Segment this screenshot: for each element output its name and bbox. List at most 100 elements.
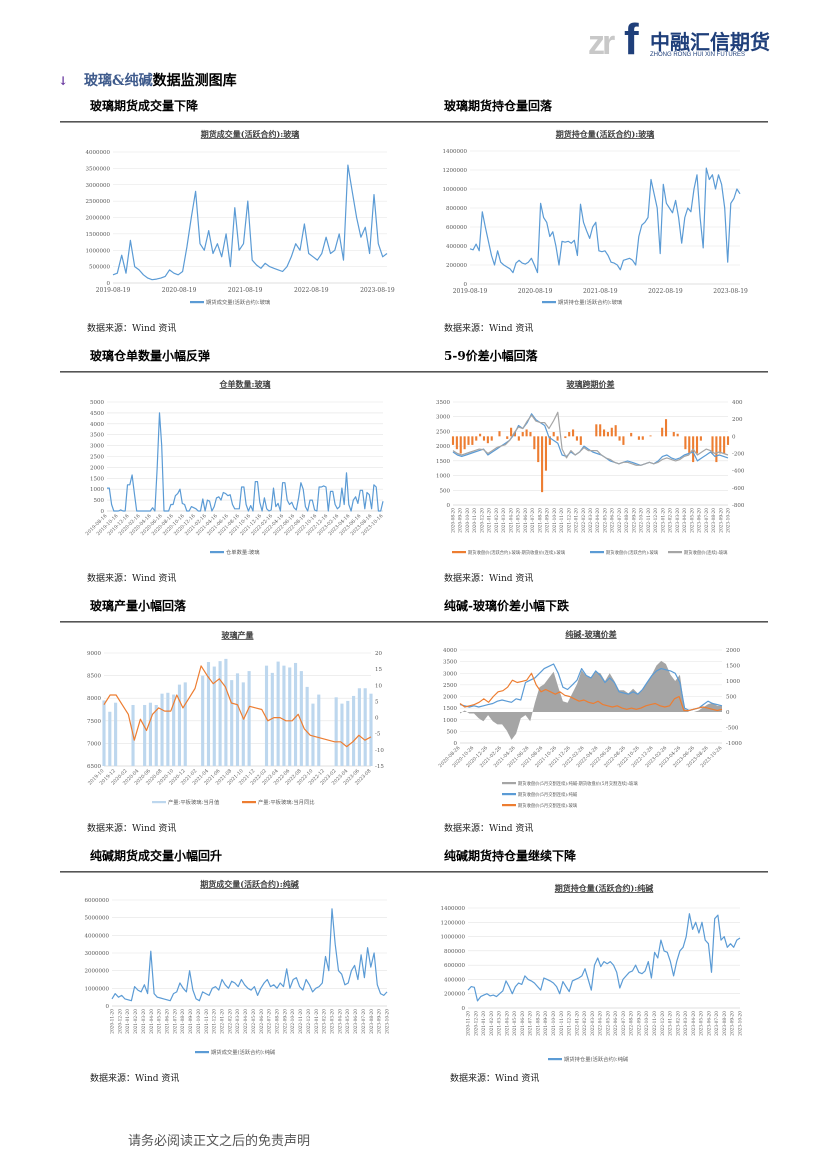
y-tick-label: 4000000 bbox=[85, 933, 110, 939]
arrow-down-bullet-icon: ↓ bbox=[58, 74, 69, 88]
bar bbox=[479, 433, 482, 437]
x-tick-label: 2021-06-20 bbox=[166, 1009, 171, 1034]
x-tick-label: 2022-03-20 bbox=[591, 1011, 596, 1036]
bar bbox=[160, 693, 164, 766]
bar bbox=[154, 704, 158, 766]
y2-tick-label: 500 bbox=[726, 695, 737, 701]
y-tick-label: 800000 bbox=[444, 949, 465, 955]
x-tick-label: 2023-10-20 bbox=[739, 1011, 744, 1036]
bar bbox=[552, 432, 555, 437]
legend-swatch bbox=[668, 551, 682, 554]
line-series bbox=[112, 164, 388, 281]
chart-heading: 5-9价差小幅回落 bbox=[444, 349, 538, 363]
legend-swatch bbox=[502, 782, 516, 785]
x-tick-label: 2021-01-20 bbox=[126, 1009, 131, 1034]
x-tick-label: 2023-09-20 bbox=[731, 1011, 736, 1036]
y-tick-label: 3500000 bbox=[86, 166, 111, 172]
bar bbox=[637, 436, 640, 440]
x-tick-label: 2022-02-20 bbox=[228, 1009, 233, 1034]
y-tick-label: 500 bbox=[447, 729, 458, 735]
bar bbox=[467, 436, 470, 445]
bar bbox=[614, 425, 617, 437]
bar bbox=[672, 432, 675, 437]
legend-label: 期货收盘价(5月交割连续):纯碱 bbox=[518, 791, 578, 798]
bar bbox=[212, 666, 216, 766]
legend-label: 期货持仓量(活跃合约):纯碱 bbox=[564, 1055, 629, 1063]
bar bbox=[618, 436, 621, 441]
x-tick-label: 2021-07-20 bbox=[529, 1011, 534, 1036]
x-tick-label: 2023-04-20 bbox=[683, 508, 688, 533]
x-tick-label: 2021-03-20 bbox=[498, 1011, 503, 1036]
bar bbox=[568, 432, 571, 437]
x-tick-label: 2023-07-20 bbox=[715, 1011, 720, 1036]
legend-label: 期货收盘价(连续):玻璃 bbox=[684, 549, 728, 556]
section-divider bbox=[60, 121, 768, 123]
x-tick-label: 2021-12-20 bbox=[567, 508, 572, 533]
x-tick-label: 2023-10-20 bbox=[386, 1009, 391, 1034]
y-tick-label: 2000000 bbox=[86, 216, 111, 222]
bar bbox=[282, 665, 286, 766]
chart: 仓单数量:玻璃 0 500 1000 1500 2000 2500 3000 3500 4000 4… bbox=[85, 379, 385, 556]
x-tick-label: 2021-02-20 bbox=[134, 1009, 139, 1034]
y2-tick-label: -400 bbox=[732, 469, 745, 475]
x-tick-label: 2021-08-19 bbox=[228, 287, 263, 294]
legend-label: 期货收盘价(活跃合约):玻璃-期货收盘价(连续):玻璃 bbox=[468, 549, 566, 556]
x-tick-label: 2020-10-20 bbox=[466, 508, 471, 533]
chart-title: 期货持仓量(活跃合约):纯碱 bbox=[555, 883, 654, 893]
y2-tick-label: 5 bbox=[375, 699, 379, 705]
bar bbox=[630, 432, 633, 437]
x-tick-label: 2022-02-20 bbox=[582, 508, 587, 533]
y-tick-label: 0 bbox=[464, 282, 468, 288]
bar bbox=[529, 432, 532, 437]
x-tick-label: 2023-02-20 bbox=[323, 1009, 328, 1034]
bar bbox=[276, 661, 280, 766]
x-tick-label: 2022-10-20 bbox=[291, 1009, 296, 1034]
y-tick-label: 2000 bbox=[443, 695, 457, 701]
x-tick-label: 2021-08-20 bbox=[181, 1009, 186, 1034]
chart-heading: 玻璃期货持仓量回落 bbox=[444, 99, 553, 113]
x-tick-label: 2019-08-19 bbox=[96, 287, 131, 294]
bar bbox=[661, 427, 664, 437]
y-tick-label: 3500 bbox=[90, 433, 104, 439]
x-tick-label: 2019-08-19 bbox=[453, 288, 488, 295]
x-tick-label: 2023-08-19 bbox=[713, 288, 748, 295]
bar bbox=[459, 436, 462, 454]
y2-tick-label: -1000 bbox=[726, 741, 742, 747]
x-tick-label: 2022-12-20 bbox=[661, 1011, 666, 1036]
bar bbox=[201, 675, 205, 766]
legend-swatch bbox=[590, 551, 604, 554]
y-tick-label: 4000 bbox=[90, 422, 104, 428]
chart-title: 期货成交量(活跃合约):玻璃 bbox=[201, 129, 300, 139]
x-tick-label: 2022-08-20 bbox=[276, 1009, 281, 1034]
data-source-note: 数据来源：Wind 资讯 bbox=[444, 824, 534, 834]
bar bbox=[148, 702, 152, 766]
x-tick-label: 2021-05-20 bbox=[513, 1011, 518, 1036]
chart-heading: 纯碱期货持仓量继续下降 bbox=[444, 849, 577, 863]
x-tick-label: 2023-07-20 bbox=[705, 508, 710, 533]
x-tick-label: 2022-02-20 bbox=[583, 1011, 588, 1036]
logo-name-cn: 中融汇信期货 bbox=[650, 30, 770, 54]
legend-swatch bbox=[190, 301, 204, 304]
x-tick-label: 2020-08-19 bbox=[162, 287, 197, 294]
y-tick-label: 1000000 bbox=[85, 986, 110, 992]
y-tick-label: 500000 bbox=[89, 265, 110, 271]
chart-title: 玻璃产量 bbox=[222, 630, 254, 640]
chart: 玻璃产量 6500 7000 7500 8000 8500 9000 -15 -10 -5 0 5 10… bbox=[87, 630, 384, 806]
bar bbox=[172, 694, 176, 766]
y-tick-label: 1500 bbox=[90, 476, 104, 482]
legend-swatch bbox=[542, 301, 556, 304]
y-tick-label: 3000 bbox=[90, 444, 104, 450]
legend-label: 期货成交量(活跃合约):纯碱 bbox=[211, 1048, 276, 1056]
y-tick-label: 600000 bbox=[444, 963, 465, 969]
bar bbox=[241, 682, 245, 766]
y-tick-label: 0 bbox=[454, 741, 458, 747]
x-tick-label: 2023-03-20 bbox=[684, 1011, 689, 1036]
x-tick-label: 2021-03-20 bbox=[142, 1009, 147, 1034]
x-tick-label: 2021-05-20 bbox=[517, 508, 522, 533]
legend-label: 期货收盘价(5月交割连续):玻璃 bbox=[518, 802, 578, 809]
bar bbox=[711, 436, 714, 454]
bar bbox=[102, 700, 106, 766]
line-series bbox=[103, 665, 372, 748]
x-tick-label: 2021-12-20 bbox=[568, 1011, 573, 1036]
x-tick-label: 2023-02-20 bbox=[669, 508, 674, 533]
